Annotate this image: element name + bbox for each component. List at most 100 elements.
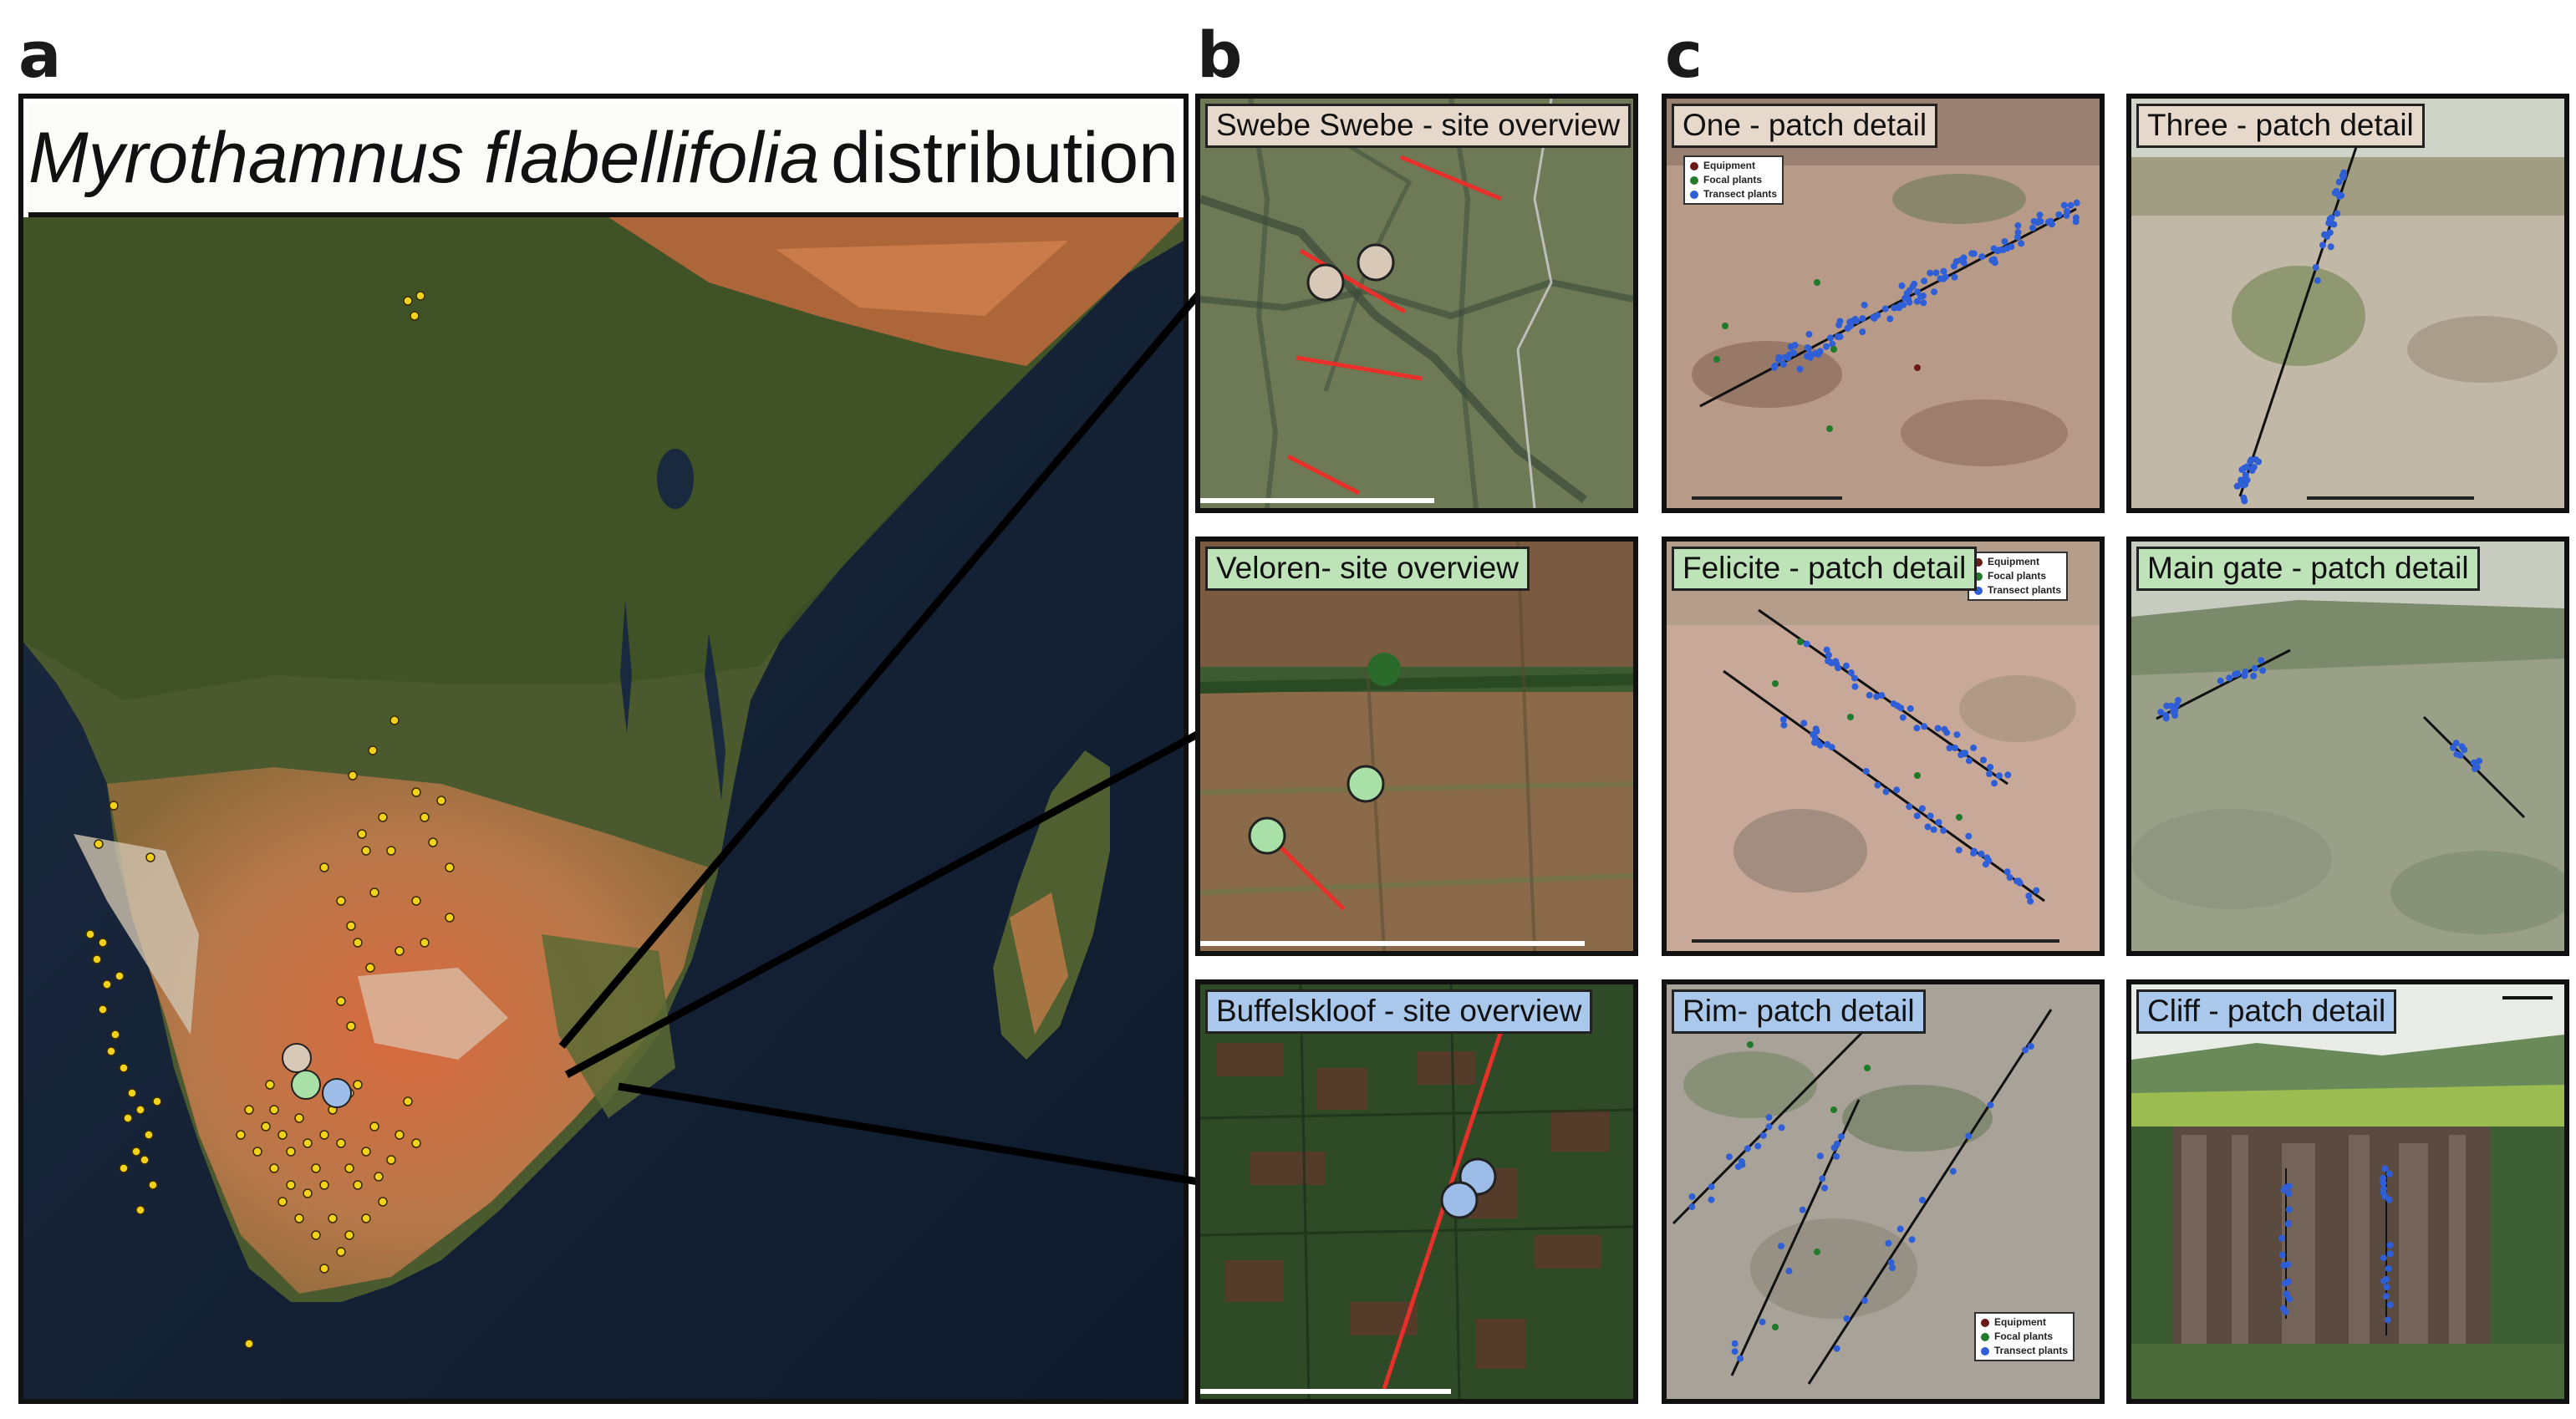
- transect-plant-marker: [1978, 253, 1986, 261]
- transect-plant-marker: [2285, 1182, 2293, 1190]
- site-overview-veloren: Veloren- site overview: [1195, 537, 1638, 956]
- transect-plant-marker: [2251, 664, 2258, 672]
- transect-plant-marker: [1913, 812, 1921, 820]
- transect-plant-marker: [1953, 731, 1961, 739]
- transect-plant-marker: [1895, 304, 1902, 311]
- transect-plant-marker: [1980, 756, 1987, 764]
- transect-plant-marker: [2334, 210, 2341, 217]
- cliff-photo: [2131, 984, 2564, 1399]
- transect-plant-marker: [2312, 264, 2319, 271]
- transect-line: [1299, 248, 1407, 314]
- transect-plant-marker: [1842, 662, 1850, 669]
- felicite-photo: [1667, 542, 2100, 951]
- transect-plant-marker: [1833, 1152, 1840, 1160]
- transect-plant-marker: [1823, 343, 1830, 350]
- panel-letter-c: c: [1665, 18, 1703, 92]
- transect-plant-marker: [2278, 1234, 2286, 1242]
- transect-plant-marker: [2018, 240, 2025, 247]
- transect-plant-marker: [1934, 725, 1942, 732]
- transect-plant-marker: [2001, 238, 2008, 245]
- transect-plant-marker: [1965, 757, 1973, 765]
- transect-plant-marker: [2280, 1186, 2288, 1193]
- patch-title-three: Three - patch detail: [2136, 104, 2425, 148]
- transect-plant-marker: [1765, 1114, 1773, 1121]
- transect-plant-marker: [2452, 740, 2460, 747]
- transect-plant-marker: [1970, 847, 1978, 855]
- legend-rim: Equipment Focal plants Transect plants: [1974, 1312, 2075, 1361]
- transect-plant-marker: [2386, 1250, 2394, 1258]
- transect-plant-marker: [1931, 288, 1938, 296]
- transect-plant-marker: [2280, 1305, 2287, 1312]
- transect-plant-marker: [2029, 224, 2036, 231]
- transect-plant-marker: [1816, 1152, 1824, 1160]
- transect-plant-marker: [2326, 216, 2334, 223]
- transect-plant-marker: [1896, 1225, 1904, 1233]
- transect-plant-marker: [1744, 1145, 1751, 1152]
- site-marker: [1347, 765, 1385, 803]
- patch-title-rim: Rim- patch detail: [1672, 989, 1926, 1034]
- transect-plant-marker: [2278, 1251, 2286, 1259]
- transect-plant-marker: [2259, 667, 2267, 674]
- patch-title-main-gate: Main gate - patch detail: [2136, 547, 2480, 591]
- patch-detail-cliff: Cliff - patch detail: [2126, 979, 2569, 1404]
- transect-plant-marker: [2380, 1254, 2387, 1262]
- transect-plant-marker: [2027, 1043, 2034, 1050]
- transect-plant-marker: [2331, 189, 2339, 196]
- transect-plant-marker: [2385, 1265, 2392, 1272]
- transect-plant-marker: [1878, 692, 1886, 699]
- transect-plant-marker: [2382, 1293, 2390, 1300]
- transect-plant-marker: [1920, 299, 1927, 307]
- patch-detail-felicite: Equipment Focal plants Transect plants F…: [1662, 537, 2105, 956]
- main-gate-photo: [2131, 542, 2564, 951]
- transect-plant-marker: [1775, 353, 1783, 361]
- transect-plant-marker: [2006, 874, 2013, 881]
- transect-plant-marker: [1779, 360, 1787, 368]
- transect-plant-marker: [1843, 1315, 1851, 1322]
- transect-plant-marker: [2157, 709, 2165, 716]
- transect-plant-marker: [1986, 771, 1993, 777]
- transect-plant-marker: [1819, 1175, 1826, 1182]
- site-marker-buffelskloof: [322, 1078, 352, 1108]
- site-title-buffelskloof: Buffelskloof - site overview: [1205, 989, 1593, 1034]
- transect-plant-marker: [1937, 275, 1944, 282]
- transect-plant-marker: [2027, 898, 2034, 905]
- transect-plant-marker: [2240, 481, 2248, 489]
- transect-plant-marker: [1778, 1243, 1784, 1249]
- patch-detail-one: Equipment Focal plants Transect plants O…: [1662, 94, 2105, 513]
- transect-plant-marker: [1890, 700, 1897, 708]
- transect-plant-marker: [1978, 850, 1985, 857]
- transect-plant-marker: [2250, 672, 2258, 679]
- transect-plant-marker: [1859, 315, 1866, 323]
- transect-plant-marker: [2470, 759, 2477, 766]
- transect-plant-marker: [2284, 1261, 2292, 1269]
- transect-plant-marker: [2385, 1170, 2393, 1177]
- transect-plant-marker: [1882, 788, 1890, 796]
- transect-plant-marker: [1731, 1340, 1739, 1347]
- transect-plant-marker: [1813, 728, 1820, 735]
- transect-plant-marker: [1866, 691, 1873, 699]
- transect-plant-marker: [2008, 243, 2015, 251]
- transect-plant-marker: [1759, 1132, 1767, 1139]
- site-overview-swebe: Swebe Swebe - site overview: [1195, 94, 1638, 513]
- transect-plant-marker: [2003, 868, 2011, 876]
- occurrence-points: [85, 291, 455, 1349]
- transect-plant-marker: [1821, 1184, 1828, 1192]
- transect-plant-marker: [1778, 1124, 1785, 1132]
- patch-title-one: One - patch detail: [1672, 104, 1938, 148]
- patch-detail-rim: Equipment Focal plants Transect plants R…: [1662, 979, 2105, 1404]
- transect-plant-marker: [1908, 1236, 1916, 1244]
- transect-plant-marker: [2282, 1279, 2288, 1287]
- transect-plant-marker: [1946, 745, 1953, 751]
- transect-plant-marker: [2013, 233, 2021, 241]
- transect-plant-marker: [1899, 714, 1907, 721]
- transect-line: [1286, 454, 1361, 496]
- transect-plant-marker: [1930, 826, 1937, 833]
- transect-plant-marker: [1889, 1264, 1896, 1272]
- transect-plant-marker: [1995, 772, 2003, 780]
- transect-plant-marker: [2240, 465, 2248, 472]
- transect-plant-marker: [1886, 315, 1894, 323]
- transect-plant-marker: [2162, 712, 2170, 719]
- transect-plant-marker: [1847, 669, 1855, 676]
- transect-plant-marker: [1987, 764, 1994, 771]
- transect-plant-marker: [1906, 298, 1913, 306]
